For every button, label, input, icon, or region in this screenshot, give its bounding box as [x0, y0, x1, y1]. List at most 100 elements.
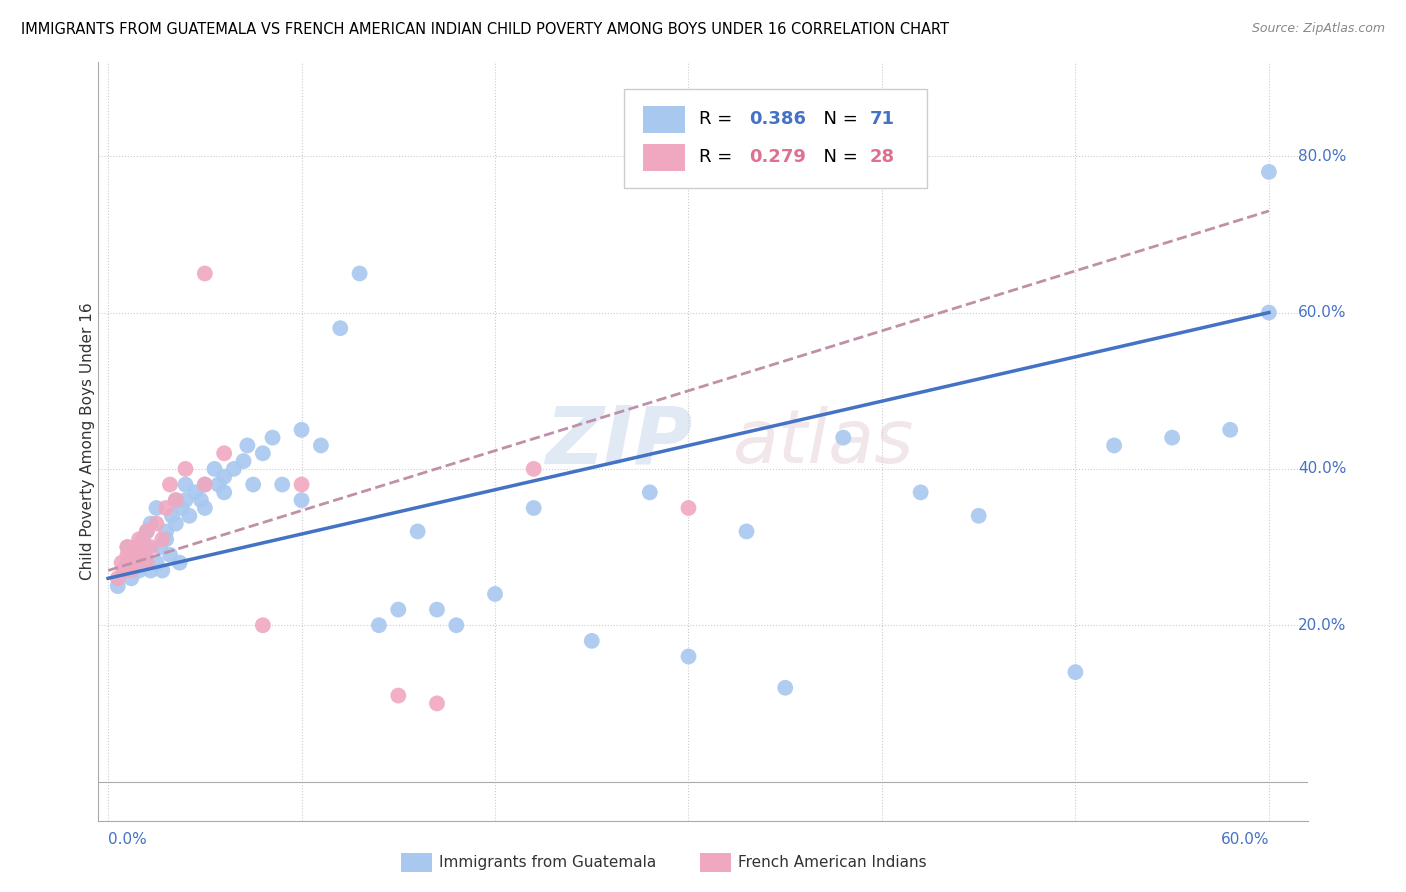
- Text: 28: 28: [870, 148, 896, 166]
- Point: [222, 462, 245, 476]
- Text: atlas: atlas: [733, 406, 915, 477]
- Point: [678, 500, 700, 515]
- Point: [135, 556, 157, 570]
- Point: [832, 431, 855, 445]
- Point: [406, 524, 429, 539]
- Y-axis label: Child Poverty Among Boys Under 16: Child Poverty Among Boys Under 16: [80, 302, 94, 581]
- Point: [122, 556, 145, 570]
- Point: [368, 618, 391, 632]
- Text: R =: R =: [699, 148, 738, 166]
- Point: [155, 524, 177, 539]
- Point: [252, 618, 274, 632]
- Point: [117, 540, 139, 554]
- Text: 80.0%: 80.0%: [1298, 149, 1347, 164]
- Point: [309, 438, 332, 452]
- FancyBboxPatch shape: [624, 89, 927, 187]
- Point: [236, 438, 259, 452]
- Point: [155, 533, 177, 547]
- Bar: [643, 106, 685, 133]
- Point: [170, 500, 193, 515]
- Point: [165, 493, 187, 508]
- Point: [120, 564, 142, 578]
- Point: [194, 477, 217, 491]
- Point: [159, 548, 181, 562]
- Point: [910, 485, 932, 500]
- Point: [271, 477, 294, 491]
- Text: Source: ZipAtlas.com: Source: ZipAtlas.com: [1251, 22, 1385, 36]
- Point: [523, 462, 546, 476]
- Point: [120, 571, 142, 585]
- Point: [194, 267, 217, 281]
- Point: [204, 462, 226, 476]
- Point: [446, 618, 468, 632]
- Point: [290, 477, 312, 491]
- Point: [112, 564, 135, 578]
- Point: [111, 556, 134, 570]
- Point: [1102, 438, 1125, 452]
- Point: [107, 571, 129, 585]
- Point: [190, 493, 212, 508]
- Point: [159, 477, 181, 491]
- Point: [155, 500, 177, 515]
- Text: R =: R =: [699, 111, 738, 128]
- Point: [128, 533, 150, 547]
- Point: [1257, 305, 1279, 319]
- Point: [179, 508, 201, 523]
- Point: [112, 564, 135, 578]
- Text: ZIP: ZIP: [544, 402, 692, 481]
- Point: [145, 500, 167, 515]
- Text: 40.0%: 40.0%: [1298, 461, 1347, 476]
- Point: [1064, 665, 1087, 680]
- Text: IMMIGRANTS FROM GUATEMALA VS FRENCH AMERICAN INDIAN CHILD POVERTY AMONG BOYS UND: IMMIGRANTS FROM GUATEMALA VS FRENCH AMER…: [21, 22, 949, 37]
- Point: [426, 697, 449, 711]
- Point: [165, 516, 187, 531]
- Point: [232, 454, 254, 468]
- Point: [349, 267, 371, 281]
- Point: [967, 508, 990, 523]
- Point: [117, 540, 139, 554]
- Point: [678, 649, 700, 664]
- Point: [127, 540, 149, 554]
- Point: [184, 485, 207, 500]
- Text: 71: 71: [870, 111, 894, 128]
- Point: [242, 477, 264, 491]
- Point: [1219, 423, 1241, 437]
- Point: [127, 540, 149, 554]
- Point: [117, 548, 139, 562]
- Point: [638, 485, 661, 500]
- Text: 60.0%: 60.0%: [1298, 305, 1347, 320]
- Point: [127, 556, 149, 570]
- Point: [329, 321, 352, 335]
- Point: [1161, 431, 1184, 445]
- Point: [194, 500, 217, 515]
- Point: [1257, 165, 1279, 179]
- Bar: [643, 145, 685, 171]
- Point: [290, 493, 312, 508]
- Point: [484, 587, 506, 601]
- Point: [194, 477, 217, 491]
- Point: [128, 564, 150, 578]
- Point: [160, 508, 183, 523]
- Point: [134, 548, 156, 562]
- Point: [387, 602, 409, 616]
- Point: [387, 689, 409, 703]
- Text: 0.279: 0.279: [749, 148, 806, 166]
- Text: Immigrants from Guatemala: Immigrants from Guatemala: [439, 855, 657, 870]
- Point: [174, 493, 197, 508]
- Point: [139, 540, 162, 554]
- Point: [773, 681, 796, 695]
- Point: [212, 446, 235, 460]
- Text: N =: N =: [811, 148, 863, 166]
- Point: [169, 556, 191, 570]
- Point: [135, 524, 157, 539]
- Point: [426, 602, 449, 616]
- Point: [150, 564, 173, 578]
- Point: [132, 533, 155, 547]
- Text: French American Indians: French American Indians: [738, 855, 927, 870]
- Point: [207, 477, 229, 491]
- Point: [290, 423, 312, 437]
- Point: [523, 500, 546, 515]
- Point: [149, 540, 172, 554]
- Point: [174, 462, 197, 476]
- Point: [135, 540, 157, 554]
